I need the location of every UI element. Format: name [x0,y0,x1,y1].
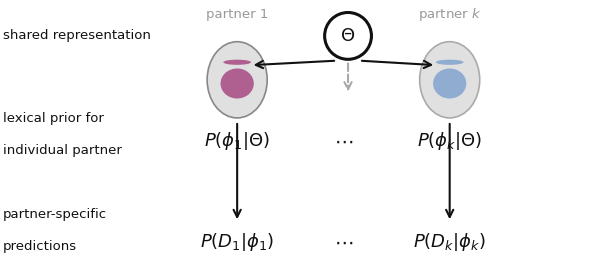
Text: $\cdots$: $\cdots$ [334,131,354,151]
Text: partner $k$: partner $k$ [418,6,482,23]
Text: partner 1: partner 1 [206,8,269,21]
Text: $P(\phi_1|\Theta)$: $P(\phi_1|\Theta)$ [204,130,270,152]
Ellipse shape [221,68,254,98]
Text: lexical prior for: lexical prior for [3,112,104,125]
Text: predictions: predictions [3,240,77,252]
Text: $\Theta$: $\Theta$ [341,27,355,45]
Ellipse shape [419,42,480,118]
Text: partner-specific: partner-specific [3,208,107,221]
Ellipse shape [433,68,466,98]
Text: individual partner: individual partner [3,144,122,157]
Text: $\cdots$: $\cdots$ [334,232,354,252]
Ellipse shape [207,42,267,118]
Text: $P(D_k|\phi_k)$: $P(D_k|\phi_k)$ [413,231,486,253]
Ellipse shape [224,60,251,65]
Text: $P(D_1|\phi_1)$: $P(D_1|\phi_1)$ [200,231,274,253]
Ellipse shape [325,13,371,59]
Ellipse shape [436,60,464,65]
Text: shared representation: shared representation [3,30,151,42]
Text: $P(\phi_k|\Theta)$: $P(\phi_k|\Theta)$ [417,130,482,152]
